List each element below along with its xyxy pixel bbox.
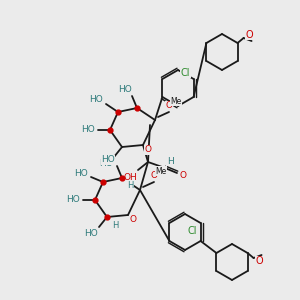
Text: H: H (167, 157, 173, 166)
Text: HO: HO (118, 85, 132, 94)
Text: Cl: Cl (181, 68, 190, 78)
Text: O: O (130, 215, 136, 224)
Text: OH: OH (123, 172, 137, 182)
Text: H: H (127, 182, 133, 190)
Text: HO: HO (84, 229, 98, 238)
Text: HO: HO (89, 95, 103, 104)
Text: O: O (145, 146, 152, 154)
Text: HO: HO (81, 125, 95, 134)
Text: O: O (151, 172, 158, 181)
Text: HO: HO (99, 158, 113, 167)
Text: O: O (256, 256, 263, 266)
Text: Cl: Cl (188, 226, 197, 236)
Text: O: O (166, 101, 172, 110)
Text: HO: HO (66, 196, 80, 205)
Text: HO: HO (74, 169, 88, 178)
Text: H: H (112, 220, 118, 230)
Text: Me: Me (155, 167, 167, 176)
Text: O: O (179, 172, 187, 181)
Text: Me: Me (170, 97, 182, 106)
Text: O: O (246, 30, 254, 40)
Text: HO: HO (101, 155, 115, 164)
